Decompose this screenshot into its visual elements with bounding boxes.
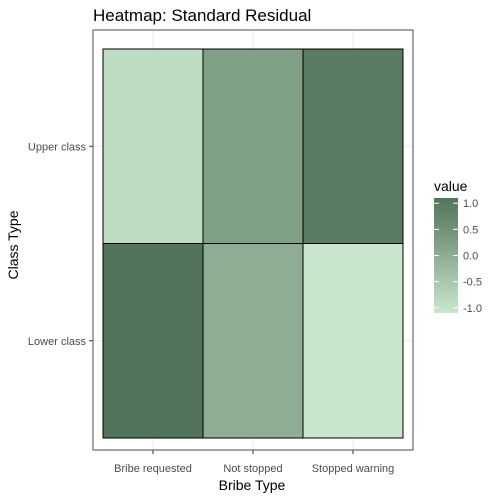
heatmap-cell-lower-class-not-stopped xyxy=(202,243,304,439)
legend-tick-label: 0.0 xyxy=(463,251,478,263)
heatmap-cell-upper-class-bribe-requested xyxy=(102,48,204,244)
x-tick-label: Stopped warning xyxy=(312,463,395,475)
x-axis-ticks: Bribe requested Not stopped Stopped warnin… xyxy=(114,450,394,475)
legend-tick-label: -1.0 xyxy=(463,303,482,315)
y-axis-title: Class Type xyxy=(5,210,21,279)
y-tick-label: Lower class xyxy=(28,336,87,348)
legend-tick-label: -0.5 xyxy=(463,277,482,289)
chart-title: Heatmap: Standard Residual xyxy=(93,6,311,25)
x-tick-label: Not stopped xyxy=(223,463,282,475)
x-axis-title: Bribe Type xyxy=(219,477,286,493)
color-legend: value 1.0 0.5 0.0 -0.5 -1.0 xyxy=(434,178,482,315)
y-tick-label: Upper class xyxy=(28,141,87,153)
heatmap-cell-upper-class-stopped-warning xyxy=(302,48,404,244)
heatmap-cell-upper-class-not-stopped xyxy=(202,48,304,244)
heatmap-cells xyxy=(102,48,404,439)
panel-border xyxy=(92,29,414,451)
legend-tick-label: 0.5 xyxy=(463,224,478,236)
legend-tick-label: 1.0 xyxy=(463,198,478,210)
y-axis-ticks: Lower class Upper class xyxy=(28,141,93,348)
heatmap-cell-lower-class-stopped-warning xyxy=(302,243,404,439)
legend-title: value xyxy=(434,178,468,194)
x-tick-label: Bribe requested xyxy=(114,463,192,475)
heatmap-cell-lower-class-bribe-requested xyxy=(102,243,204,439)
